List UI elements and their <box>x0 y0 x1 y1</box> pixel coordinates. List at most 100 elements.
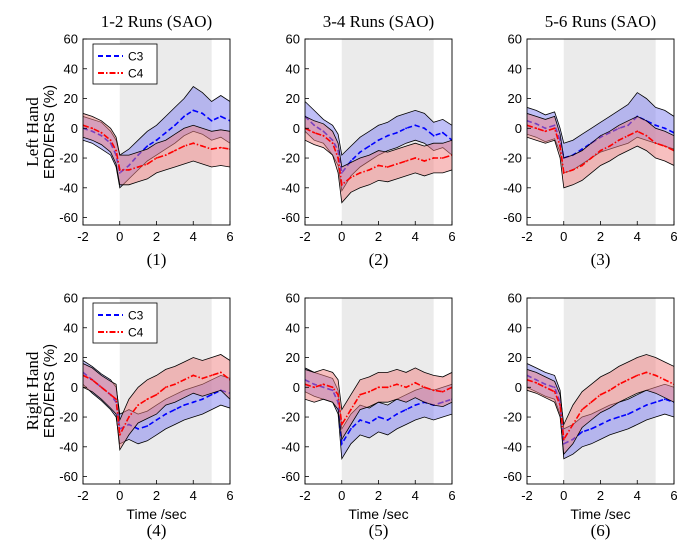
c4-point <box>183 145 186 148</box>
c4-point <box>340 183 343 186</box>
c4-point <box>441 157 444 159</box>
c4-point <box>636 130 639 133</box>
c4-point <box>618 383 620 386</box>
c4-point <box>127 416 130 418</box>
c4-point <box>313 131 316 134</box>
c3-point <box>414 404 417 406</box>
c3-point <box>350 160 352 162</box>
c4-point <box>386 386 389 389</box>
c4-point <box>337 157 339 159</box>
c4-point <box>201 145 204 148</box>
c3-upper-bound <box>305 101 452 156</box>
c3-point <box>210 119 213 122</box>
x-tick-label: -2 <box>521 488 533 503</box>
series-layer <box>83 354 230 452</box>
c4-lower-bound <box>305 139 452 204</box>
c4-point <box>423 386 426 389</box>
y-tick-label: -20 <box>503 410 522 425</box>
c4-point <box>590 157 593 159</box>
panel-caption: (1) <box>147 250 167 269</box>
legend-label: C3 <box>128 309 144 323</box>
x-tick-label: -2 <box>299 488 311 503</box>
legend-label: C3 <box>128 50 144 64</box>
panel-title: 1-2 Runs (SAO) <box>101 12 212 31</box>
y-tick-label: -40 <box>281 439 300 454</box>
x-tick-label: 4 <box>412 488 419 503</box>
c4-point <box>100 131 103 134</box>
y-tick-label: -40 <box>59 180 78 195</box>
y-tick-label: 20 <box>64 350 78 365</box>
c4-lower-bound <box>83 136 230 186</box>
x-tick-label: 2 <box>597 229 604 244</box>
y-tick-label: 60 <box>286 291 300 306</box>
c4-upper-bound <box>83 113 230 156</box>
x-tick-label: -2 <box>77 488 89 503</box>
c3-point <box>654 401 657 404</box>
c3-point <box>146 425 149 427</box>
panel-caption: (3) <box>591 250 611 269</box>
c4-point <box>359 172 361 174</box>
y-tick-label: -60 <box>503 469 522 484</box>
c3-point <box>608 419 611 421</box>
c4-point <box>91 378 94 381</box>
c3-point <box>663 398 666 401</box>
c4-point <box>645 371 648 374</box>
x-tick-label: 4 <box>634 229 641 244</box>
series-layer <box>305 101 452 204</box>
c4-point <box>377 386 380 389</box>
c4-point <box>313 386 316 389</box>
c4-lower-bound <box>305 397 452 441</box>
x-tick-label: 6 <box>448 229 455 244</box>
c4-point <box>118 434 121 436</box>
x-tick-label: -2 <box>521 229 533 244</box>
c4-point <box>146 398 149 401</box>
x-tick-label: 0 <box>560 488 567 503</box>
y-tick-label: -40 <box>59 439 78 454</box>
legend-box <box>92 43 158 85</box>
c4-point <box>396 383 398 386</box>
legend-box <box>92 302 158 344</box>
y-tick-label: 0 <box>515 121 522 136</box>
c4-point <box>210 148 213 151</box>
panel-caption: (5) <box>369 521 389 540</box>
y-tick-label: 60 <box>286 32 300 47</box>
c4-point <box>645 134 648 137</box>
y-tick-label: -20 <box>59 151 78 166</box>
c3-point <box>396 131 398 134</box>
c4-mean-line <box>527 371 674 442</box>
c4-mean-line <box>305 127 452 187</box>
c4-point <box>109 393 112 396</box>
c4-point <box>544 130 547 133</box>
c4-point <box>544 386 547 389</box>
c4-point <box>219 371 222 374</box>
c3-point <box>368 422 371 424</box>
c4-point <box>535 381 538 384</box>
x-tick-label: 6 <box>670 488 677 503</box>
c3-point <box>183 404 186 406</box>
c4-upper-bound <box>527 354 674 426</box>
panel-caption: (4) <box>147 521 167 540</box>
c4-point <box>414 157 417 159</box>
y-tick-label: 0 <box>71 380 78 395</box>
c3-point <box>340 442 343 445</box>
c3-point <box>432 134 435 137</box>
c3-point <box>618 416 620 418</box>
y-axis-label: ERD/ERS (%) <box>41 85 58 179</box>
x-axis-label: Time /sec <box>348 506 408 522</box>
c4-point <box>414 381 417 384</box>
c3-point <box>414 124 417 127</box>
c4-point <box>423 160 426 162</box>
c3-point <box>359 151 361 154</box>
series-layer <box>305 367 452 460</box>
c4-point <box>608 145 611 148</box>
y-axis-label: ERD/ERS (%) <box>41 344 58 438</box>
y-tick-label: 40 <box>286 320 300 335</box>
c3-point <box>155 139 158 142</box>
c4-lower-bound <box>527 389 674 456</box>
c4-point <box>396 163 398 165</box>
c3-point <box>590 428 593 430</box>
c3-band <box>527 92 674 173</box>
y-tick-label: 20 <box>508 350 522 365</box>
